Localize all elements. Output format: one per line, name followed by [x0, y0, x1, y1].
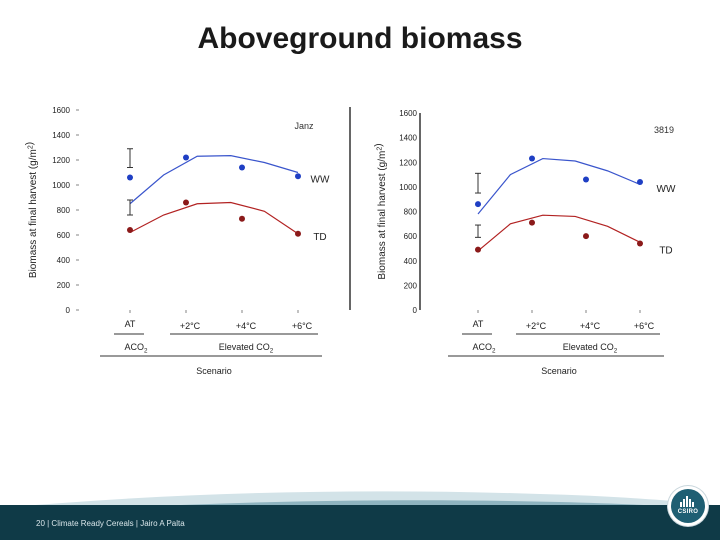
panel2-ww-point [637, 178, 643, 185]
panel2-xlabel: Scenario [541, 366, 577, 376]
panel1-ww-series-label: WW [311, 174, 330, 185]
panel1-ytick-label: 600 [57, 231, 71, 240]
panel2-ww-point [529, 155, 535, 162]
panel2-category-label: +2°C [526, 321, 547, 331]
panel2-ytick-label: 1000 [399, 183, 417, 192]
panel1-td-point [127, 227, 133, 233]
panel1-category-label: AT [125, 319, 136, 329]
panel1-ytick-label: 0 [66, 306, 71, 315]
footer-text: 20 | Climate Ready Cereals | Jairo A Pal… [36, 519, 185, 528]
panel1-ylabel: Biomass at final harvest (g/m2) [25, 142, 40, 278]
panel2-ww-point [583, 176, 589, 183]
panel2-ww-point [475, 201, 481, 208]
panel1-category-label: +4°C [236, 321, 257, 331]
panel1-ytick-label: 1200 [52, 156, 70, 165]
panel2-ytick-label: 600 [404, 232, 418, 241]
panel1-category-label: +2°C [180, 321, 201, 331]
panel2-ww-fit-line [477, 157, 641, 215]
panel2-td-point [583, 233, 589, 240]
panel2-td-series-label: TD [659, 246, 672, 257]
panel2-site-label: 3819 [654, 125, 674, 135]
panel1-ytick-label: 1000 [52, 181, 70, 190]
panel2-category-label: +4°C [580, 321, 601, 331]
panel2-category-label: AT [473, 319, 484, 329]
panel1-group-label-eco2: Elevated CO2 [219, 342, 274, 355]
panel1-td-series-label: TD [313, 232, 326, 243]
logo-bars-icon [680, 496, 696, 507]
panel2-td-point [637, 240, 643, 247]
panel2-ww-series-label: WW [657, 184, 676, 195]
panel1-ytick-label: 400 [57, 256, 71, 265]
panel2-ytick-label: 800 [404, 208, 418, 217]
panel1-ww-fit-line [129, 155, 299, 205]
panel2-ytick-label: 200 [404, 281, 418, 290]
panel1-ww-point [127, 174, 133, 181]
panel1-ww-point [295, 173, 301, 180]
panel1-td-point [239, 215, 245, 222]
panel1-ww-point [239, 164, 245, 171]
panel1-ytick-label: 200 [57, 281, 71, 290]
panel1-td-point [295, 230, 301, 237]
panel1-site-label: Janz [294, 121, 314, 131]
panel2-td-point [475, 246, 481, 253]
panel1-td-point [183, 199, 189, 206]
panel1-td-fit-line [129, 201, 299, 235]
panel2-group-label-eco2: Elevated CO2 [563, 342, 618, 355]
logo-text: CSIRO [677, 509, 699, 515]
panel1-category-label: +6°C [292, 321, 313, 331]
panel1-ytick-label: 1400 [52, 131, 70, 140]
panel2-ytick-label: 0 [413, 306, 418, 315]
panel2-ytick-label: 1600 [399, 109, 417, 118]
panel2-td-fit-line [477, 214, 641, 252]
panel1-group-label-aco2: ACO2 [124, 342, 148, 355]
footer: 20 | Climate Ready Cereals | Jairo A Pal… [0, 505, 720, 540]
page-title: Aboveground biomass [197, 22, 523, 55]
csiro-logo: CSIRO [668, 486, 708, 526]
panel2-ytick-label: 1200 [399, 158, 417, 167]
panel1-ytick-label: 1600 [52, 106, 70, 115]
panel1-ww-point [183, 154, 189, 161]
panel2-ylabel: Biomass at final harvest (g/m2) [374, 143, 389, 279]
panel1-xlabel: Scenario [196, 366, 232, 376]
panel2-td-point [529, 219, 535, 226]
panel2-group-label-aco2: ACO2 [472, 342, 496, 355]
panel2-ytick-label: 400 [404, 257, 418, 266]
panel2-category-label: +6°C [634, 321, 655, 331]
charts-svg: 0 200 400 600 800 1000 1200 1400 1600 Biomass at … [25, 106, 676, 376]
panel2-ytick-label: 1400 [399, 134, 417, 143]
panel1-ytick-label: 800 [57, 206, 71, 215]
